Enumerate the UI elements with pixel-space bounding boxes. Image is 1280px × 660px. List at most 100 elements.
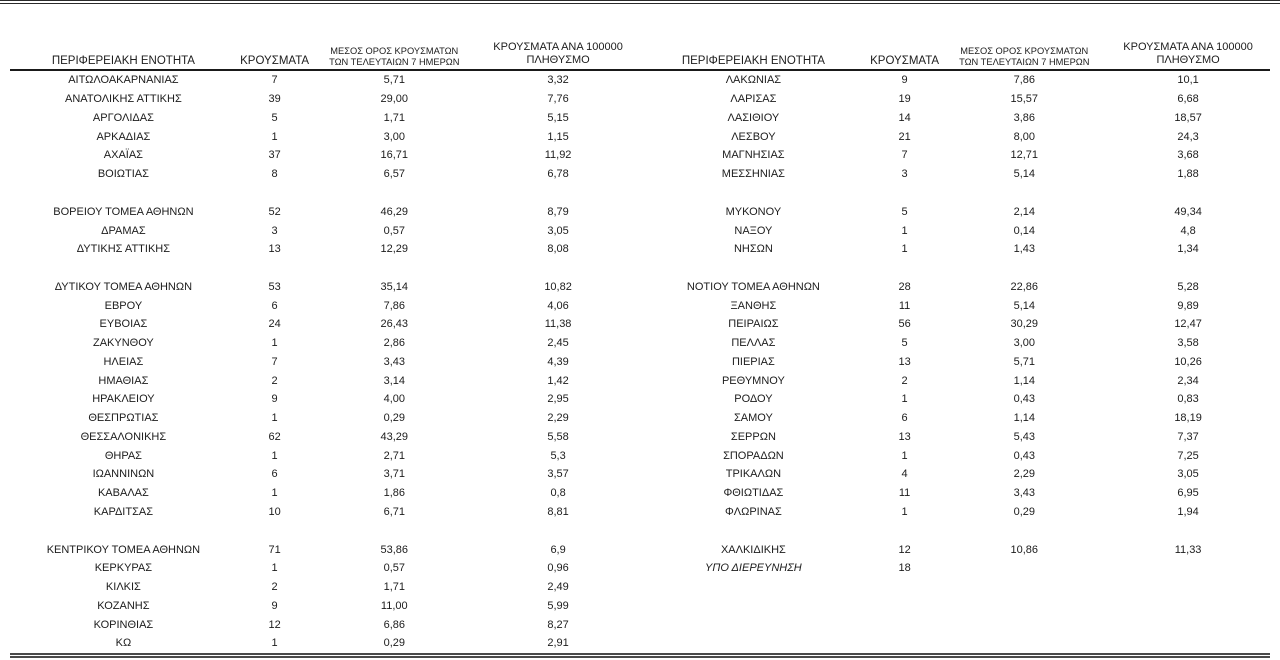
region-cell: ΔΡΑΜΑΣ bbox=[101, 224, 146, 237]
table-row: ΡΟΔΟΥ 1 0,43 0,83 bbox=[640, 390, 1270, 409]
cases-cell: 9 bbox=[271, 599, 278, 612]
avg7-cell: 0,29 bbox=[383, 412, 405, 425]
region-cell: ΚΕΝΤΡΙΚΟΥ ΤΟΜΕΑ ΑΘΗΝΩΝ bbox=[46, 543, 201, 556]
per100k-cell: 3,57 bbox=[547, 468, 569, 481]
table-row: ΠΕΛΛΑΣ 5 3,00 3,58 bbox=[640, 334, 1270, 353]
region-cell: ΤΡΙΚΑΛΩΝ bbox=[725, 468, 782, 481]
region-cell: ΚΩ bbox=[115, 637, 132, 650]
table-row: ΕΒΡΟΥ 6 7,86 4,06 bbox=[10, 296, 640, 315]
table-row: ΣΠΟΡΑΔΩΝ 1 0,43 7,25 bbox=[640, 446, 1270, 465]
table-left-header-row: ΠΕΡΙΦΕΡΕΙΑΚΗ ΕΝΟΤΗΤΑ ΚΡΟΥΣΜΑΤΑ ΜΕΣΟΣ ΟΡΟ… bbox=[10, 36, 640, 71]
table-row: ΚΙΛΚΙΣ 2 1,71 2,49 bbox=[10, 578, 640, 597]
region-cell: ΔΥΤΙΚΗΣ ΑΤΤΙΚΗΣ bbox=[76, 243, 171, 256]
cases-cell: 1 bbox=[901, 243, 908, 256]
per100k-cell: 18,57 bbox=[1174, 111, 1202, 124]
table-row: ΞΑΝΘΗΣ 11 5,14 9,89 bbox=[640, 296, 1270, 315]
cases-cell: 1 bbox=[901, 449, 908, 462]
avg7-cell: 6,71 bbox=[383, 505, 405, 518]
avg7-cell: 5,71 bbox=[383, 74, 405, 87]
cases-cell: 28 bbox=[898, 280, 911, 293]
cases-cell: 3 bbox=[901, 168, 908, 181]
avg7-cell: 12,29 bbox=[380, 243, 409, 256]
cases-cell: 56 bbox=[898, 318, 911, 331]
per100k-cell: 4,39 bbox=[547, 355, 569, 368]
table-row: ΗΡΑΚΛΕΙΟΥ 9 4,00 2,95 bbox=[10, 390, 640, 409]
region-cell: ΡΕΘΥΜΝΟΥ bbox=[721, 374, 785, 387]
avg7-cell: 1,71 bbox=[383, 581, 405, 594]
per100k-cell: 7,25 bbox=[1177, 449, 1199, 462]
per100k-cell: 1,88 bbox=[1177, 168, 1199, 181]
cases-cell: 37 bbox=[268, 149, 281, 162]
table-row: ΦΘΙΩΤΙΔΑΣ 11 3,43 6,95 bbox=[640, 484, 1270, 503]
table-row: ΜΕΣΣΗΝΙΑΣ 3 5,14 1,88 bbox=[640, 165, 1270, 184]
cases-cell: 8 bbox=[271, 168, 278, 181]
per100k-cell: 1,94 bbox=[1177, 505, 1199, 518]
avg7-cell: 11,00 bbox=[380, 599, 408, 612]
regional-cases-tables: ΠΕΡΙΦΕΡΕΙΑΚΗ ΕΝΟΤΗΤΑ ΚΡΟΥΣΜΑΤΑ ΜΕΣΟΣ ΟΡΟ… bbox=[10, 36, 1270, 658]
table-row: ΒΟΡΕΙΟΥ ΤΟΜΕΑ ΑΘΗΝΩΝ 52 46,29 8,79 bbox=[10, 202, 640, 221]
region-cell: ΔΥΤΙΚΟΥ ΤΟΜΕΑ ΑΘΗΝΩΝ bbox=[54, 280, 193, 293]
cases-cell: 19 bbox=[898, 93, 911, 106]
column-header-avg7-line2: ΤΩΝ ΤΕΛΕΥΤΑΙΩΝ 7 ΗΜΕΡΩΝ bbox=[329, 56, 460, 67]
per100k-cell: 18,19 bbox=[1174, 412, 1202, 425]
column-header-avg7: ΜΕΣΟΣ ΟΡΟΣ ΚΡΟΥΣΜΑΤΩΝ ΤΩΝ ΤΕΛΕΥΤΑΙΩΝ 7 Η… bbox=[942, 46, 1106, 68]
region-cell: ΗΡΑΚΛΕΙΟΥ bbox=[92, 393, 155, 406]
spacer-row bbox=[10, 184, 640, 203]
region-cell: ΝΗΣΩΝ bbox=[733, 243, 773, 256]
column-header-cases: ΚΡΟΥΣΜΑΤΑ bbox=[870, 55, 940, 68]
cases-cell: 7 bbox=[271, 74, 278, 87]
cases-cell: 11 bbox=[898, 487, 911, 500]
table-row: ΔΡΑΜΑΣ 3 0,57 3,05 bbox=[10, 221, 640, 240]
cases-cell: 12 bbox=[898, 543, 911, 556]
table-row: ΑΝΑΤΟΛΙΚΗΣ ΑΤΤΙΚΗΣ 39 29,00 7,76 bbox=[10, 90, 640, 109]
region-cell: ΦΘΙΩΤΙΔΑΣ bbox=[723, 487, 784, 500]
table-row: ΗΜΑΘΙΑΣ 2 3,14 1,42 bbox=[10, 371, 640, 390]
cases-cell: 1 bbox=[271, 449, 278, 462]
table-row: ΘΕΣΣΑΛΟΝΙΚΗΣ 62 43,29 5,58 bbox=[10, 428, 640, 447]
cases-cell: 9 bbox=[901, 74, 908, 87]
avg7-cell: 1,71 bbox=[383, 111, 405, 124]
avg7-cell: 22,86 bbox=[1010, 280, 1039, 293]
avg7-cell: 3,43 bbox=[1013, 487, 1035, 500]
per100k-cell: 9,89 bbox=[1177, 299, 1199, 312]
per100k-cell: 6,9 bbox=[550, 543, 566, 556]
avg7-cell: 35,14 bbox=[380, 280, 409, 293]
table-row: ΝΑΞΟΥ 1 0,14 4,8 bbox=[640, 221, 1270, 240]
cases-cell: 2 bbox=[901, 374, 908, 387]
avg7-cell: 8,00 bbox=[1013, 130, 1035, 143]
cases-cell: 14 bbox=[898, 111, 911, 124]
column-header-cases: ΚΡΟΥΣΜΑΤΑ bbox=[240, 55, 310, 68]
per100k-cell: 3,05 bbox=[1177, 468, 1199, 481]
avg7-cell: 3,14 bbox=[383, 374, 405, 387]
region-cell: ΣΠΟΡΑΔΩΝ bbox=[723, 449, 784, 462]
region-cell: ΚΟΡΙΝΘΙΑΣ bbox=[93, 618, 154, 631]
region-cell: ΘΗΡΑΣ bbox=[104, 449, 142, 462]
column-header-avg7-line1: ΜΕΣΟΣ ΟΡΟΣ ΚΡΟΥΣΜΑΤΩΝ bbox=[960, 45, 1089, 56]
cases-cell: 13 bbox=[268, 243, 281, 256]
per100k-cell: 5,99 bbox=[547, 599, 569, 612]
per100k-cell: 2,49 bbox=[547, 581, 569, 594]
cases-cell: 21 bbox=[898, 130, 911, 143]
avg7-cell: 16,71 bbox=[380, 149, 409, 162]
avg7-cell: 1,14 bbox=[1013, 412, 1035, 425]
table-row: ΤΡΙΚΑΛΩΝ 4 2,29 3,05 bbox=[640, 465, 1270, 484]
column-header-per100k-line2: ΠΛΗΘΥΣΜΟ bbox=[1156, 54, 1220, 67]
spacer-row bbox=[10, 259, 640, 278]
cases-cell: 10 bbox=[268, 505, 281, 518]
table-row: ΛΕΣΒΟΥ 21 8,00 24,3 bbox=[640, 127, 1270, 146]
region-cell: ΑΙΤΩΛΟΑΚΑΡΝΑΝΙΑΣ bbox=[68, 74, 179, 87]
avg7-cell: 3,71 bbox=[383, 468, 405, 481]
avg7-cell: 4,00 bbox=[383, 393, 405, 406]
cases-cell: 2 bbox=[271, 374, 278, 387]
table-right: ΠΕΡΙΦΕΡΕΙΑΚΗ ΕΝΟΤΗΤΑ ΚΡΟΥΣΜΑΤΑ ΜΕΣΟΣ ΟΡΟ… bbox=[640, 36, 1270, 653]
column-header-per100k: ΚΡΟΥΣΜΑΤΑ ΑΝΑ 100000 ΠΛΗΘΥΣΜΟ bbox=[1106, 41, 1270, 69]
avg7-cell: 29,00 bbox=[380, 93, 409, 106]
cases-cell: 6 bbox=[271, 468, 278, 481]
avg7-cell: 2,14 bbox=[1013, 205, 1035, 218]
region-cell: ΚΟΖΑΝΗΣ bbox=[97, 599, 150, 612]
table-row: ΛΑΡΙΣΑΣ 19 15,57 6,68 bbox=[640, 90, 1270, 109]
avg7-cell: 53,86 bbox=[380, 543, 409, 556]
table-row: ΑΡΓΟΛΙΔΑΣ 5 1,71 5,15 bbox=[10, 109, 640, 128]
per100k-cell: 10,82 bbox=[544, 280, 572, 293]
cases-cell: 4 bbox=[901, 468, 908, 481]
